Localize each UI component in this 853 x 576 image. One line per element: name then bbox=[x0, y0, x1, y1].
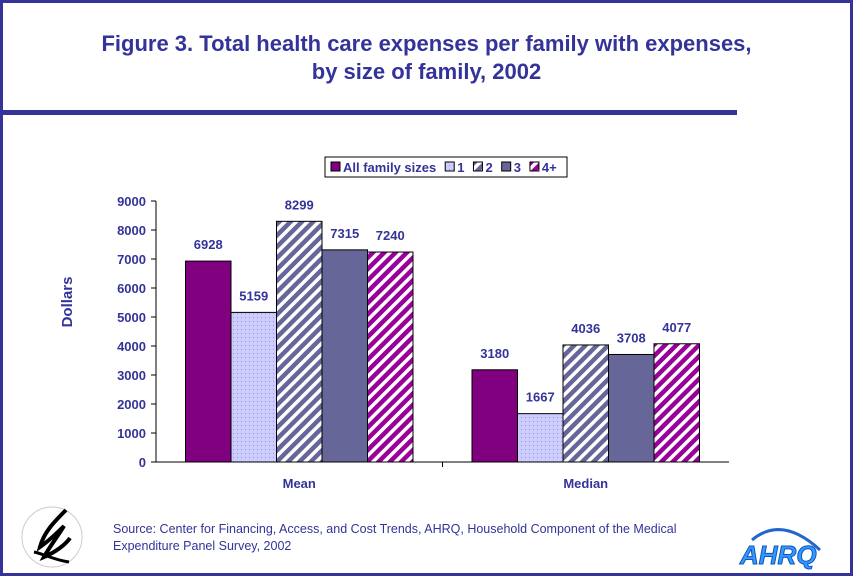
title-divider bbox=[0, 110, 737, 115]
legend-label: All family sizes bbox=[343, 160, 436, 175]
data-label: 1667 bbox=[526, 390, 555, 405]
title-line-2: by size of family, 2002 bbox=[311, 59, 542, 84]
bar-mean-4+ bbox=[367, 251, 414, 463]
data-label: 4077 bbox=[662, 320, 691, 335]
x-tick-label: Median bbox=[563, 476, 608, 491]
legend-swatch bbox=[472, 161, 483, 172]
ahrq-logo: AHRQ bbox=[739, 528, 822, 570]
legend-swatch bbox=[444, 161, 455, 172]
data-label: 3708 bbox=[617, 330, 646, 345]
data-label: 7315 bbox=[330, 226, 359, 241]
y-axis-label: Dollars bbox=[59, 277, 76, 328]
legend-label: 3 bbox=[514, 160, 521, 175]
legend-swatch bbox=[529, 161, 540, 172]
data-label: 6928 bbox=[194, 237, 223, 252]
hhs-logo bbox=[21, 506, 83, 568]
source-note: Source: Center for Financing, Access, an… bbox=[113, 522, 677, 553]
y-tick-label: 9000 bbox=[117, 194, 146, 209]
bar-median-All family sizes bbox=[471, 369, 518, 463]
y-tick-label: 1000 bbox=[117, 426, 146, 441]
bar-median-1 bbox=[517, 413, 564, 463]
y-tick-label: 8000 bbox=[117, 223, 146, 238]
y-tick-label: 5000 bbox=[117, 310, 146, 325]
y-tick-label: 0 bbox=[139, 455, 146, 470]
data-label: 3180 bbox=[480, 346, 509, 361]
y-tick-label: 6000 bbox=[117, 281, 146, 296]
y-tick-label: 4000 bbox=[117, 339, 146, 354]
legend-label: 2 bbox=[485, 160, 492, 175]
y-tick-label: 7000 bbox=[117, 252, 146, 267]
bar-median-4+ bbox=[653, 343, 700, 463]
data-label: 7240 bbox=[376, 228, 405, 243]
legend-swatch bbox=[330, 161, 341, 172]
bar-mean-3 bbox=[321, 249, 368, 463]
svg-text:AHRQ: AHRQ bbox=[739, 540, 817, 570]
bar-median-3 bbox=[608, 353, 655, 463]
legend-swatch bbox=[501, 161, 512, 172]
bar-mean-2 bbox=[276, 220, 323, 463]
data-label: 4036 bbox=[571, 321, 600, 336]
data-label: 8299 bbox=[285, 197, 314, 212]
legend-label: 4+ bbox=[542, 160, 557, 175]
bar-mean-All family sizes bbox=[185, 260, 232, 463]
title-line-1: Figure 3. Total health care expenses per… bbox=[101, 31, 752, 56]
y-tick-label: 3000 bbox=[117, 368, 146, 383]
bar-mean-1 bbox=[230, 311, 277, 463]
bar-median-2 bbox=[562, 344, 609, 463]
legend-label: 1 bbox=[457, 160, 464, 175]
y-tick-label: 2000 bbox=[117, 397, 146, 412]
x-tick-label: Mean bbox=[283, 476, 316, 491]
figure-title: Figure 3. Total health care expenses per… bbox=[0, 30, 853, 86]
data-label: 5159 bbox=[239, 288, 268, 303]
